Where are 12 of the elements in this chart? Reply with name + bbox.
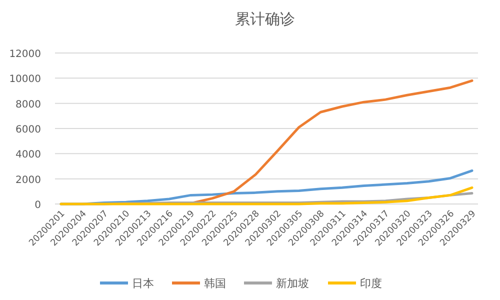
y-tick-label: 6000: [16, 124, 41, 136]
y-tick-label: 10000: [9, 74, 41, 86]
legend-label: 印度: [360, 277, 382, 290]
y-tick-label: 4000: [16, 150, 41, 161]
y-tick-label: 8000: [16, 99, 41, 110]
legend-label: 韩国: [204, 277, 226, 290]
y-tick-label: 2000: [16, 174, 41, 186]
chart-title: 累计确诊: [235, 10, 295, 28]
y-tick-label: 0: [34, 200, 41, 211]
y-tick-label: 12000: [9, 49, 41, 60]
legend-label: 日本: [132, 277, 154, 290]
legend-label: 新加坡: [276, 277, 309, 290]
